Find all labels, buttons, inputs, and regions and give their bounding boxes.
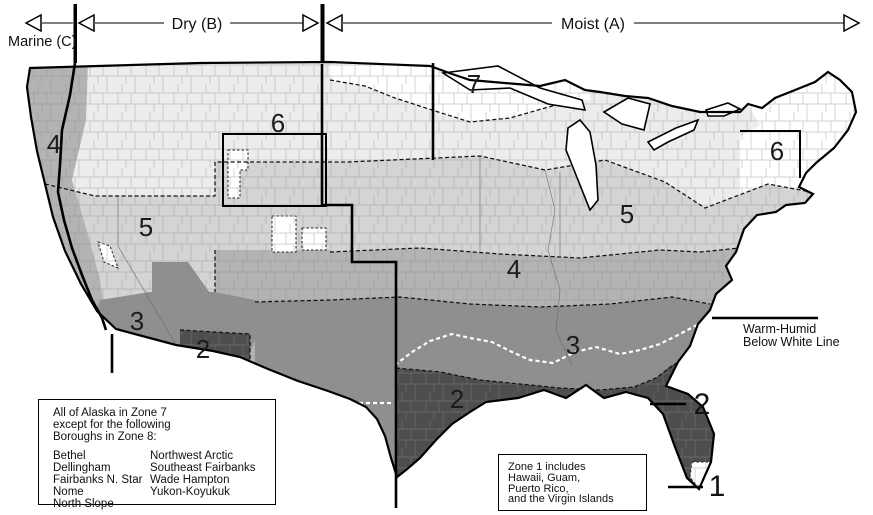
lake-superior [440,65,587,111]
alaska-note-intro-line2: except for the following [53,418,171,431]
heavy-zone-boundaries [56,62,801,508]
warm-humid-white-line [352,318,711,405]
lake-huron [602,97,651,131]
zone3-southwest-label: 3 [130,306,144,336]
borough-item: Yukon-Koyukuk [150,485,230,498]
alaska-note-box: All of Alaska in Zone 7 except for the f… [38,399,276,509]
zone3-southeast-label: 3 [566,330,580,360]
zone1-note-box: Zone 1 includes Hawaii, Guam, Puerto Ric… [498,454,647,511]
zone4-westcoast-label: 4 [47,129,61,159]
dry-right-arrow-icon [302,13,320,33]
dry-moist-divider [320,4,325,64]
marine-dry-divider [73,4,77,63]
alaska-note-intro-line3: Boroughs in Zone 8: [53,430,157,443]
borough-item: Nome [53,485,84,498]
us-outline [25,60,858,491]
zone6-rockies-box [222,133,327,207]
florida-zone1-pointer-label: 1 [709,470,726,503]
moist-left-arrow-icon [325,13,343,33]
marine-region-label: Marine (C) [8,34,76,50]
warm-humid-label-line1: Warm-Humid [743,322,816,336]
zone5-west-label: 5 [139,212,153,242]
zone6-northeast-box [740,130,801,178]
dry-moist-boundary-line [320,64,398,508]
callout-leaders [650,316,818,489]
moist-right-arrow-icon [843,13,861,33]
marine-boundary-line [56,62,108,331]
florida-zone2-pointer-label: 2 [694,388,711,421]
alaska-boroughs-column1: Bethel Dellingham Fairbanks N. Star Nome… [53,451,150,510]
zone5-east-label: 5 [620,199,634,229]
borough-item: Fairbanks N. Star [53,473,143,486]
borough-item: Bethel [53,450,86,463]
borough-item: North Slope [53,497,114,510]
borough-item: Northwest Arctic [150,450,234,463]
zone6-northeast-label: 6 [770,136,784,166]
zone2-arizona-label: 2 [196,334,210,364]
zone4-central-label: 4 [507,254,521,284]
moist-region-label: Moist (A) [561,16,625,33]
zone-number-labels: 7 6 6 5 5 4 4 3 3 2 2 2 1 [47,69,784,503]
dry-left-arrow-icon [77,13,95,33]
zone2-gulf-label: 2 [450,384,464,414]
alaska-note-intro-line1: All of Alaska in Zone 7 [53,407,167,419]
warm-humid-label-line2: Below White Line [743,335,840,349]
alaska-boroughs-column2: Northwest Arctic Southeast Fairbanks Wad… [150,451,255,510]
borough-item: Wade Hampton [150,473,230,486]
marine-left-arrow-icon [24,13,42,33]
zone1-note-line1: Zone 1 includes [508,461,586,473]
warm-humid-callout: Warm-Humid Below White Line [743,322,840,349]
moisture-regime-header: Dry (B) Moist (A) Marine (C) [8,4,861,64]
lake-erie [646,118,700,152]
zone6-west-label: 6 [271,108,285,138]
dry-region-label: Dry (B) [172,16,223,33]
zone1-note-line4: and the Virgin Islands [508,493,614,506]
borough-item: Southeast Fairbanks [150,462,256,475]
lake-michigan [565,118,599,212]
zone1-note-line2: Hawaii, Guam, [508,471,581,484]
zone1-note-line3: Puerto Rico, [508,482,569,495]
zone7-label: 7 [467,69,481,99]
borough-item: Dellingham [53,462,111,475]
